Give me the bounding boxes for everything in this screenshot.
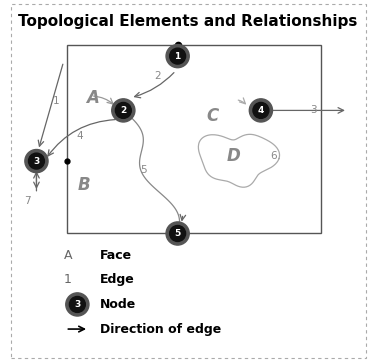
Text: A: A [64,249,72,262]
Text: 4: 4 [258,106,264,115]
Text: Edge: Edge [100,273,135,286]
Circle shape [25,150,48,173]
Text: A: A [86,89,99,107]
Circle shape [166,45,189,68]
Text: 2: 2 [155,71,161,81]
Text: 5: 5 [140,165,147,175]
Text: Face: Face [100,249,132,262]
Text: Topological Elements and Relationships: Topological Elements and Relationships [18,14,358,29]
Text: 6: 6 [270,151,277,161]
Text: 2: 2 [120,106,126,115]
Text: 1: 1 [64,273,72,286]
Text: 5: 5 [175,229,181,238]
Circle shape [249,99,273,122]
Circle shape [66,293,89,316]
Circle shape [112,99,135,122]
Text: 7: 7 [24,196,31,206]
Circle shape [170,226,185,241]
Text: D: D [227,147,241,165]
Text: 3: 3 [33,157,40,165]
Circle shape [170,48,185,64]
Circle shape [69,296,85,312]
Text: 3: 3 [310,105,317,115]
Text: Node: Node [100,298,136,311]
Circle shape [29,153,44,169]
Circle shape [115,102,131,118]
Text: 1: 1 [175,52,181,60]
Text: 3: 3 [74,300,81,309]
Text: B: B [77,176,90,194]
Text: 1: 1 [53,96,60,106]
Circle shape [166,222,189,245]
Text: 4: 4 [77,131,83,141]
Text: C: C [206,107,218,125]
Text: Direction of edge: Direction of edge [100,323,221,336]
Circle shape [253,102,269,118]
